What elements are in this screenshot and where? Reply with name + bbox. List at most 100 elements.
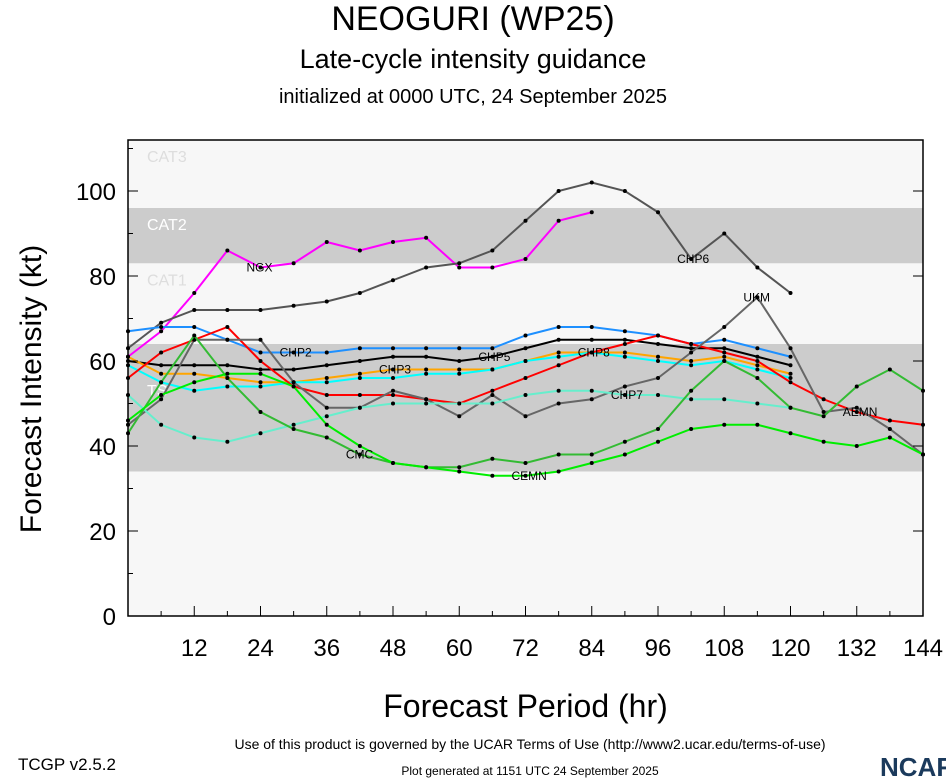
data-point (258, 384, 263, 389)
data-point (391, 376, 395, 380)
data-point (490, 265, 495, 270)
data-point (324, 414, 329, 419)
data-point (424, 371, 429, 376)
data-point (457, 359, 462, 363)
data-point (788, 376, 793, 380)
data-point (291, 427, 296, 431)
data-point (821, 439, 826, 444)
data-point (755, 346, 760, 351)
data-point (225, 363, 230, 368)
data-point (324, 393, 329, 397)
data-point (689, 397, 694, 402)
data-point (722, 325, 727, 329)
data-point (523, 461, 528, 465)
data-point (324, 240, 329, 244)
data-point (622, 439, 627, 444)
data-point (622, 354, 627, 359)
data-point (225, 371, 230, 376)
data-point (689, 257, 694, 261)
band-label: CAT3 (147, 149, 187, 166)
data-point (821, 410, 826, 414)
data-point (391, 401, 395, 406)
data-point (391, 278, 395, 283)
data-point (424, 401, 429, 406)
data-point (324, 435, 329, 440)
data-point (159, 363, 164, 368)
chart-title: NEOGURI (WP25) (331, 0, 615, 38)
data-point (490, 393, 495, 397)
data-point (722, 422, 727, 427)
series-label: CHP8 (578, 346, 610, 360)
data-point (622, 350, 627, 355)
data-point (457, 346, 462, 351)
data-point (258, 380, 263, 385)
data-point (490, 388, 495, 393)
data-point (689, 342, 694, 346)
data-point (887, 367, 892, 372)
data-point (225, 248, 230, 253)
data-point (589, 397, 594, 402)
data-point (258, 371, 263, 376)
y-tick-label: 100 (76, 179, 116, 206)
series-label: NGX (247, 261, 273, 275)
data-point (755, 359, 760, 363)
data-point (324, 363, 329, 368)
data-point (854, 405, 859, 410)
data-point (755, 265, 760, 270)
data-point (722, 359, 727, 363)
data-point (357, 291, 362, 295)
data-point (656, 333, 660, 338)
data-point (556, 189, 561, 193)
data-point (324, 380, 329, 385)
init-time: initialized at 0000 UTC, 24 September 20… (278, 86, 667, 108)
data-point (556, 469, 561, 474)
data-point (357, 371, 362, 376)
data-point (622, 342, 627, 346)
data-point (722, 337, 727, 342)
data-point (258, 431, 263, 436)
series-label: CMC (346, 448, 374, 462)
data-point (523, 414, 528, 419)
data-point (656, 393, 660, 397)
data-point (722, 346, 727, 351)
data-point (225, 337, 230, 342)
band-cat3 (128, 140, 923, 208)
x-tick-label: 72 (512, 635, 539, 662)
x-tick-label: 12 (181, 635, 208, 662)
x-tick-label: 132 (837, 635, 877, 662)
data-point (589, 350, 594, 355)
data-point (291, 303, 296, 308)
data-point (391, 240, 395, 244)
data-point (689, 350, 694, 355)
generated-time: Plot generated at 1151 UTC 24 September … (401, 764, 659, 778)
data-point (192, 333, 197, 338)
data-point (258, 367, 263, 372)
terms-of-use: Use of this product is governed by the U… (234, 736, 826, 752)
data-point (556, 354, 561, 359)
data-point (357, 248, 362, 253)
data-point (656, 210, 660, 215)
data-point (689, 388, 694, 393)
data-point (689, 359, 694, 363)
data-point (523, 359, 528, 363)
data-point (887, 435, 892, 440)
data-point (159, 325, 164, 329)
data-point (656, 376, 660, 380)
data-point (523, 473, 528, 478)
data-point (457, 265, 462, 270)
y-axis-label: Forecast Intensity (kt) (15, 244, 48, 534)
data-point (457, 414, 462, 419)
data-point (622, 337, 627, 342)
data-point (622, 452, 627, 457)
data-point (722, 354, 727, 359)
data-point (556, 452, 561, 457)
data-point (490, 248, 495, 253)
data-point (854, 444, 859, 448)
series-label: UKM (743, 290, 770, 304)
data-point (490, 456, 495, 461)
data-point (159, 371, 164, 376)
data-point (755, 367, 760, 372)
data-point (424, 397, 429, 402)
series-label: AEMN (843, 405, 878, 419)
